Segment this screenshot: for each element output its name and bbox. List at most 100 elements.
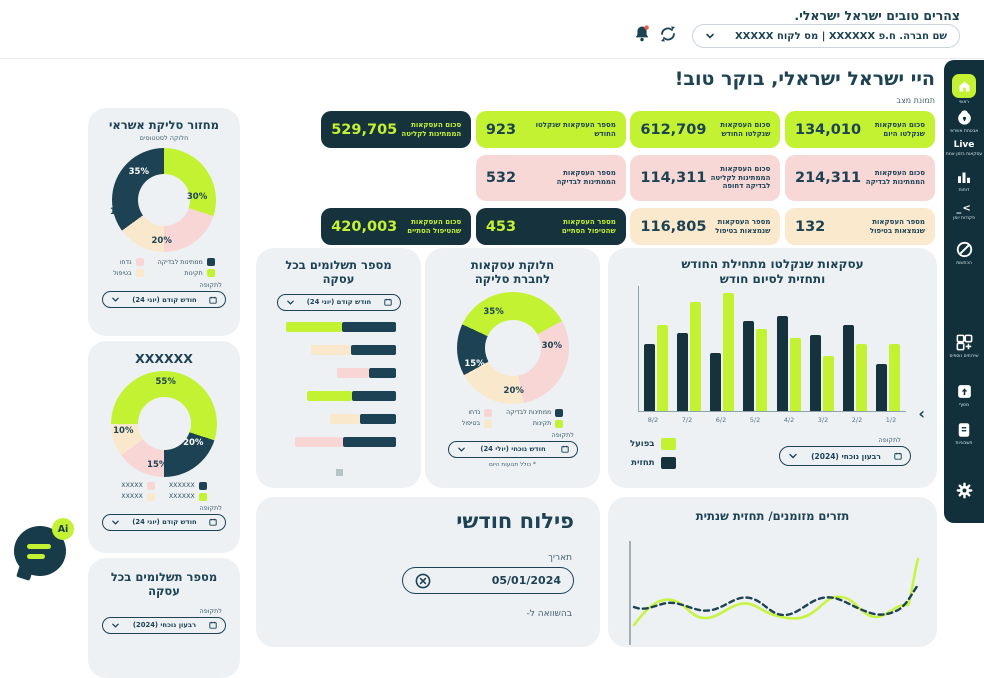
credit-cycle-donut: [112, 148, 216, 253]
bar-segment-pink: [295, 437, 343, 447]
legend-swatch: [206, 269, 215, 278]
kpi-card: מספר העסקאות הממתינות לבדיקה 532: [475, 155, 626, 201]
company-select-value: שם חברה. ח.פ XXXXXX | מס לקוח XXXXX: [734, 30, 947, 42]
card-subtitle: חלוקה לסטטוסים: [139, 134, 189, 143]
gear-icon: [956, 482, 972, 499]
bar-group: [842, 324, 867, 411]
cashflow-line-chart: [629, 541, 920, 645]
period-label: לתקופה: [878, 436, 901, 444]
bar-group: [677, 301, 702, 411]
pct-label: 20%: [503, 385, 524, 396]
live-icon: Live: [953, 140, 975, 150]
period-select[interactable]: חודש נוכחי (יולי 24): [447, 440, 578, 458]
apps-plus-icon: [956, 334, 972, 351]
period-label: לתקופה: [199, 606, 222, 615]
payments-bars-card: מספר תשלומים בכל עסקה חודש קודם (יוני 24…: [256, 248, 421, 488]
legend-swatch: [484, 419, 493, 428]
sidebar-item-home[interactable]: ראשי: [944, 74, 984, 106]
bar-group: [743, 321, 768, 411]
ai-badge: Ai: [52, 518, 74, 540]
sidebar-item-invoices[interactable]: חשבוניות: [944, 421, 984, 447]
sidebar-item-live[interactable]: Live עסקאות בזמן אמת: [945, 140, 983, 157]
bar-actual: [789, 337, 801, 411]
bar-group: [710, 293, 735, 411]
x-tick-label: 1/2: [885, 416, 897, 424]
legend-swatch: [555, 419, 564, 428]
greeting-text: צהרים טובים ישראל ישראלי.: [794, 8, 960, 23]
bar-segment-lime: [307, 391, 352, 401]
chevron-down-icon: [112, 297, 119, 303]
company-select[interactable]: שם חברה. ח.פ XXXXXX | מס לקוח XXXXX: [692, 24, 960, 48]
pct-label: 30%: [541, 341, 562, 352]
date-label: תאריך: [548, 553, 572, 563]
calendar-icon: [560, 446, 569, 453]
legend-swatch: [146, 492, 155, 501]
scroll-handle[interactable]: [335, 469, 343, 476]
period-select[interactable]: רבעון נוכחי (2024): [779, 446, 911, 466]
bar-chart-icon: [958, 172, 970, 183]
bar-segment-cream: [311, 345, 351, 355]
kpi-card: מספר העסקאות שנקלטו החודש 923: [475, 111, 626, 148]
period-select[interactable]: חודש קודם (יוני 24): [276, 293, 401, 311]
chevron-down-icon: [457, 447, 465, 452]
bell-icon[interactable]: [632, 24, 652, 44]
legend-swatch: [484, 408, 493, 417]
bar-forecast: [876, 364, 887, 411]
kpi-card: סכום העסקאות הממתינות לקליטה 529,705: [321, 111, 472, 148]
chevron-down-icon: [112, 520, 119, 525]
payments-bar-row: [266, 345, 396, 355]
chevron-right-icon[interactable]: ›: [918, 404, 925, 423]
payments-bar-row: [266, 414, 396, 424]
kpi-card: מספר העסקאות שנמצאות בטיפול 116,805: [630, 208, 781, 245]
legend-swatch: [146, 481, 155, 490]
sidebar-item-credit-security[interactable]: אבטחת אשראי: [944, 108, 984, 135]
bar-forecast: [710, 353, 722, 411]
grouped-bar-chart: [638, 286, 906, 412]
refresh-icon[interactable]: [658, 24, 678, 44]
chevron-down-icon: [706, 33, 714, 39]
card-title: מחזור סליקת אשראי: [109, 118, 219, 132]
sidebar-item-reports[interactable]: דוחות: [944, 168, 984, 194]
donut-legend: XXXXXX XXXXX XXXXXX XXXXX: [88, 481, 240, 501]
x-tick-label: 8/2: [647, 416, 659, 424]
period-label: לתקופה: [199, 503, 222, 512]
bar-actual: [690, 301, 702, 411]
clear-date-icon[interactable]: [415, 573, 431, 589]
bar-forecast: [842, 324, 854, 411]
lock-icon: [957, 110, 971, 125]
calendar-icon: [209, 518, 217, 526]
sidebar-item-chargebacks[interactable]: הכחשות: [944, 240, 984, 267]
monthly-bar-chart-card: עסקאות שנקלטו מתחילת החודש ותחזית לסיום …: [608, 248, 937, 488]
pct-label: 35%: [128, 167, 149, 178]
bar-group: [876, 343, 900, 411]
x-tick-label: 6/2: [715, 416, 727, 424]
payments-bar-row: [266, 391, 396, 401]
unknown-donut-card: XXXXXX 55% 20% 15% 10% XXXXXX XXXXX XXXX…: [88, 341, 240, 553]
sidebar-item-journal[interactable]: >_ פקודות יומן: [953, 203, 975, 221]
legend-swatch: [660, 438, 676, 450]
kpi-card: סכום העסקאות הממתינות לבדיקה 214,311: [785, 155, 935, 201]
sidebar-item-settings[interactable]: [944, 480, 984, 503]
sidebar-item-terminal-box[interactable]: מסוף: [944, 382, 984, 409]
chat-assistant-button[interactable]: Ai: [12, 518, 76, 582]
sidebar-item-extra-services[interactable]: שירותים נוספים: [944, 333, 984, 360]
legend-swatch: [198, 492, 207, 501]
period-select[interactable]: חודש קודם (יוני 24): [102, 513, 226, 531]
page-subtitle: תמונת מצב: [896, 96, 935, 105]
archive-box-icon: [957, 385, 971, 398]
donut-legend: ממתינות לבדיקה נדחו תקינות בטיפול: [88, 258, 240, 278]
period-select[interactable]: רבעון נוכחי (2024): [102, 616, 226, 634]
bar-forecast: [743, 321, 755, 411]
x-axis-labels: 1/2 2/2 3/2 4/2 5/2 6/2 7/2 8/2: [638, 416, 906, 424]
period-select[interactable]: חודש קודם (יוני 24): [102, 291, 226, 309]
kpi-empty-cell: [321, 155, 471, 201]
pct-label: 15%: [464, 358, 485, 369]
legend-swatch: [135, 258, 144, 267]
bar-forecast: [776, 316, 788, 411]
bar-segment-dark: [369, 368, 396, 378]
card-title: תזרים מזומנים/ תחזית שנתית: [695, 509, 850, 523]
clearing-donut: [456, 291, 569, 404]
kpi-card: סכום העסקאות שנקלטו היום 134,010: [785, 111, 935, 148]
date-input[interactable]: 05/01/2024: [402, 567, 574, 594]
bar-segment-dark: [343, 437, 396, 447]
